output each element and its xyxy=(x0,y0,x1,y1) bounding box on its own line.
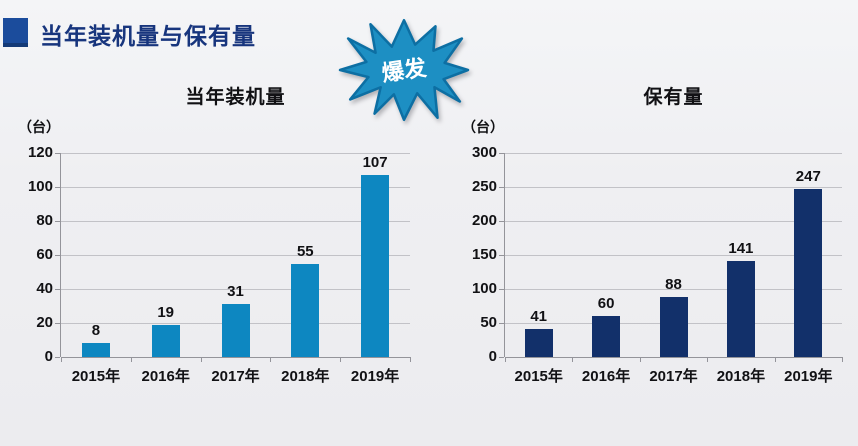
bar-value-label: 247 xyxy=(795,168,821,186)
y-tick-label: 150 xyxy=(471,246,497,263)
x-axis-tick xyxy=(270,357,272,362)
y-tick-label: 250 xyxy=(471,178,497,195)
y-axis-unit-label: （台） xyxy=(18,119,60,135)
gridline xyxy=(61,153,410,154)
y-axis-tick xyxy=(499,357,504,358)
y-tick-label: 300 xyxy=(471,144,497,161)
y-axis-tick xyxy=(499,153,504,154)
y-axis-unit-label: （台） xyxy=(462,119,504,135)
x-axis-tick xyxy=(572,357,574,362)
x-axis-line xyxy=(505,357,842,358)
y-tick-label: 60 xyxy=(36,246,53,263)
bar-value-label: 41 xyxy=(530,308,548,326)
y-axis-tick xyxy=(499,323,504,324)
x-category-label: 2019年 xyxy=(784,368,833,385)
gridline xyxy=(505,289,842,290)
y-axis-tick xyxy=(55,323,60,324)
page-title: 当年装机量与保有量 xyxy=(40,23,256,49)
bar-value-label: 55 xyxy=(296,242,314,260)
chart-title: 保有量 xyxy=(643,87,704,108)
x-axis-tick xyxy=(639,357,641,362)
x-axis-tick xyxy=(505,357,506,362)
y-tick-label: 0 xyxy=(488,348,497,365)
bar-2019年 xyxy=(361,175,390,357)
y-axis-tick xyxy=(499,289,504,290)
y-axis-tick xyxy=(499,255,504,256)
x-category-label: 2016年 xyxy=(141,368,190,385)
bar-2015年 xyxy=(524,329,553,357)
bar-value-label: 107 xyxy=(362,154,388,172)
bar-2018年 xyxy=(291,263,320,357)
bar-value-label: 19 xyxy=(157,303,175,321)
x-axis-tick xyxy=(61,357,62,362)
chart-title: 当年装机量 xyxy=(185,87,286,108)
y-tick-label: 50 xyxy=(480,314,497,331)
x-axis-tick xyxy=(707,357,709,362)
x-axis-line xyxy=(61,357,410,358)
y-axis-tick xyxy=(55,289,60,290)
bar-value-label: 88 xyxy=(665,276,682,294)
gridline xyxy=(505,187,842,188)
y-axis-line xyxy=(60,153,61,357)
x-axis-tick xyxy=(200,357,202,362)
x-axis-tick xyxy=(340,357,342,362)
y-tick-label: 20 xyxy=(36,314,53,331)
x-axis-tick xyxy=(774,357,776,362)
y-tick-label: 100 xyxy=(471,280,497,297)
y-axis-tick xyxy=(499,221,504,222)
bar-value-label: 31 xyxy=(227,283,244,301)
bar-2019年 xyxy=(794,189,823,357)
y-tick-label: 200 xyxy=(471,212,497,229)
gridline xyxy=(61,187,410,188)
bar-value-label: 141 xyxy=(728,240,754,258)
x-axis-tick xyxy=(842,357,843,362)
y-tick-label: 40 xyxy=(36,280,53,297)
y-axis-tick xyxy=(55,221,60,222)
x-category-label: 2017年 xyxy=(649,368,698,385)
gridline xyxy=(505,153,842,154)
y-axis-tick xyxy=(55,357,60,358)
x-category-label: 2015年 xyxy=(71,368,121,385)
y-tick-label: 120 xyxy=(27,144,53,161)
gridline xyxy=(61,221,410,222)
plot-area: 0 20 40 60 80 100 120 8 2015年 19 2016年 31 2017年 55 201… xyxy=(28,144,411,385)
bar-2016年 xyxy=(592,316,621,357)
x-category-label: 2016年 xyxy=(581,368,631,385)
y-tick-label: 80 xyxy=(36,212,53,229)
burst-shape: 爆发 xyxy=(338,18,470,122)
y-tick-label: 0 xyxy=(44,348,53,365)
y-axis-tick xyxy=(499,187,504,188)
x-category-label: 2018年 xyxy=(281,368,330,385)
explosion-burst-icon: 爆发 xyxy=(338,18,470,122)
bar-2017年 xyxy=(221,304,250,357)
bar-2016年 xyxy=(151,324,180,357)
x-category-label: 2015年 xyxy=(514,368,563,385)
plot-area: 0 50 100 150 200 250 300 41 2015年 60 2016年 88 2017年 1… xyxy=(472,144,843,385)
y-axis-line xyxy=(504,153,505,357)
y-axis-tick xyxy=(55,153,60,154)
gridline xyxy=(505,255,842,256)
x-category-label: 2019年 xyxy=(350,368,400,385)
gridline xyxy=(61,289,410,290)
bar-value-label: 60 xyxy=(597,295,615,313)
bar-2018年 xyxy=(726,261,755,357)
x-axis-tick xyxy=(130,357,132,362)
gridline xyxy=(61,255,410,256)
bar-2015年 xyxy=(81,343,110,357)
y-axis-tick xyxy=(55,187,60,188)
x-axis-tick xyxy=(410,357,411,362)
burst-label: 爆发 xyxy=(380,54,429,86)
title-bullet-square xyxy=(3,18,28,47)
bar-2017年 xyxy=(659,297,688,357)
y-axis-tick xyxy=(55,255,60,256)
gridline xyxy=(505,221,842,222)
bar-value-label: 8 xyxy=(91,322,101,340)
x-category-label: 2017年 xyxy=(211,368,260,385)
x-category-label: 2018年 xyxy=(716,368,766,385)
y-tick-label: 100 xyxy=(27,178,53,195)
